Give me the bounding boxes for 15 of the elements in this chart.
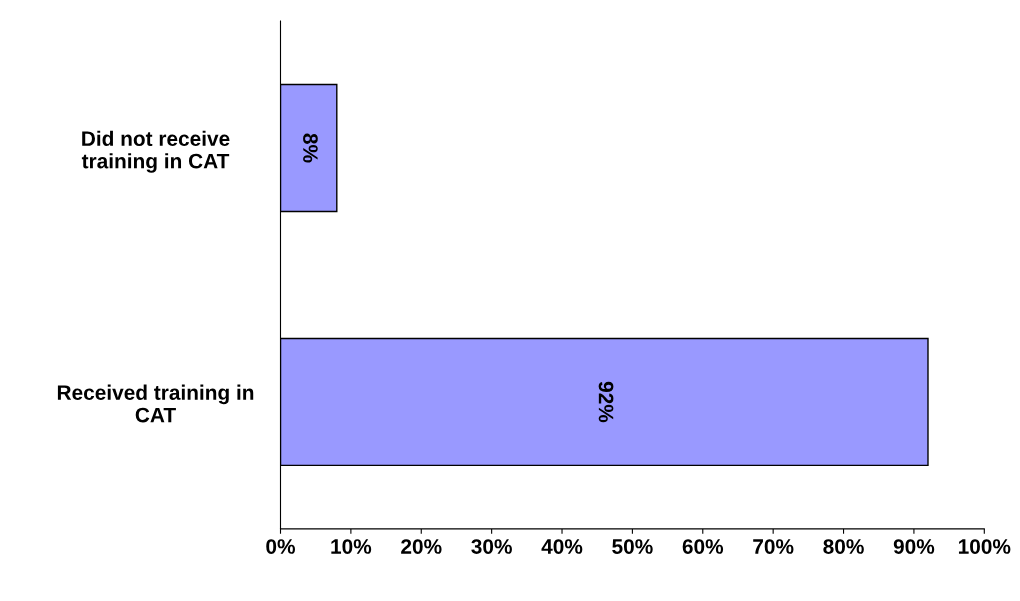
data-label: 8% — [303, 133, 318, 163]
y-tick-label: Did not receive training in CAT — [81, 130, 230, 173]
x-tick-label: 70% — [753, 539, 794, 554]
x-tick-label: 10% — [331, 539, 372, 554]
x-tick-label: 20% — [401, 539, 442, 554]
x-tick-label: 60% — [682, 539, 724, 554]
y-tick-label: Received training in CAT — [57, 384, 254, 423]
x-tick-label: 40% — [541, 539, 583, 554]
x-tick-label: 100% — [958, 539, 1011, 554]
x-tick-label: 90% — [893, 539, 935, 554]
x-tick-label: 80% — [823, 539, 864, 554]
x-tick-label: 50% — [612, 539, 653, 554]
data-label: 92% — [598, 381, 614, 423]
x-tick-label: 30% — [471, 539, 512, 554]
x-tick-label: 0% — [266, 539, 296, 554]
